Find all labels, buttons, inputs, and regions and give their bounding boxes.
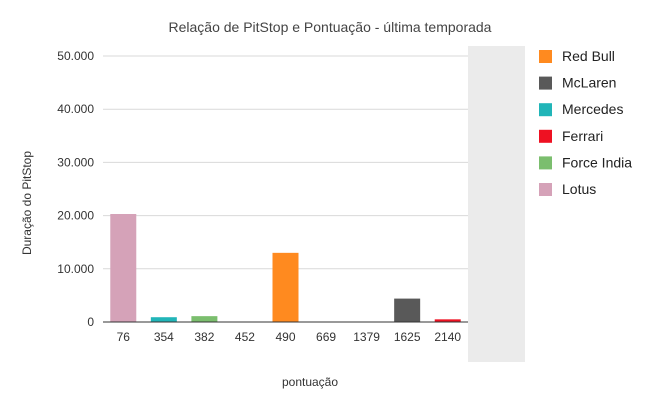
y-tick-label: 0 xyxy=(87,315,94,329)
legend-swatch xyxy=(539,50,552,63)
x-tick-label: 2140 xyxy=(434,330,461,344)
legend-label: Force India xyxy=(562,154,632,170)
scrollbar-track[interactable] xyxy=(468,46,525,362)
gridlines xyxy=(103,55,468,270)
y-tick-label: 10.000 xyxy=(57,262,94,276)
x-axis-ticks: 76 354 382 452 490 669 1379 1625 2140 xyxy=(117,330,462,344)
x-tick-label: 490 xyxy=(275,330,295,344)
bars xyxy=(110,214,461,322)
y-tick-label: 50.000 xyxy=(57,49,94,63)
legend-swatch xyxy=(539,103,552,117)
legend-swatch xyxy=(539,156,552,170)
legend-swatch xyxy=(539,183,552,196)
x-tick-label: 452 xyxy=(235,330,255,344)
bar-red-bull-490 xyxy=(272,252,299,322)
legend-label: Lotus xyxy=(562,181,596,197)
legend-label: Mercedes xyxy=(562,101,623,117)
y-axis-ticks: 0 10.000 20.000 30.000 40.000 50.000 xyxy=(57,49,94,329)
x-tick-label: 382 xyxy=(194,330,214,344)
x-tick-label: 354 xyxy=(154,330,174,344)
bar-ferrari-2140 xyxy=(434,319,461,322)
x-tick-label: 669 xyxy=(316,330,336,344)
chart-title: Relação de PitStop e Pontuação - última … xyxy=(169,19,492,35)
legend-label: Ferrari xyxy=(562,128,603,144)
bar-lotus-76 xyxy=(110,214,137,322)
legend-label: Red Bull xyxy=(562,48,615,64)
x-axis-label: pontuação xyxy=(282,375,338,389)
y-tick-label: 40.000 xyxy=(57,102,94,116)
y-tick-label: 20.000 xyxy=(57,209,94,223)
x-tick-label: 1625 xyxy=(394,330,421,344)
y-tick-label: 30.000 xyxy=(57,155,94,169)
legend: Red Bull McLaren Mercedes Ferrari Force Indi… xyxy=(539,48,632,197)
y-axis-label: Duração do PitStop xyxy=(20,151,34,255)
legend-swatch xyxy=(539,129,552,143)
x-tick-label: 76 xyxy=(117,330,131,344)
x-tick-label: 1379 xyxy=(353,330,380,344)
bar-force-india-382 xyxy=(191,316,218,322)
legend-label: McLaren xyxy=(562,75,616,91)
bar-mercedes-354 xyxy=(150,317,177,322)
bar-mclaren-1625 xyxy=(394,298,421,322)
legend-swatch xyxy=(539,76,552,90)
